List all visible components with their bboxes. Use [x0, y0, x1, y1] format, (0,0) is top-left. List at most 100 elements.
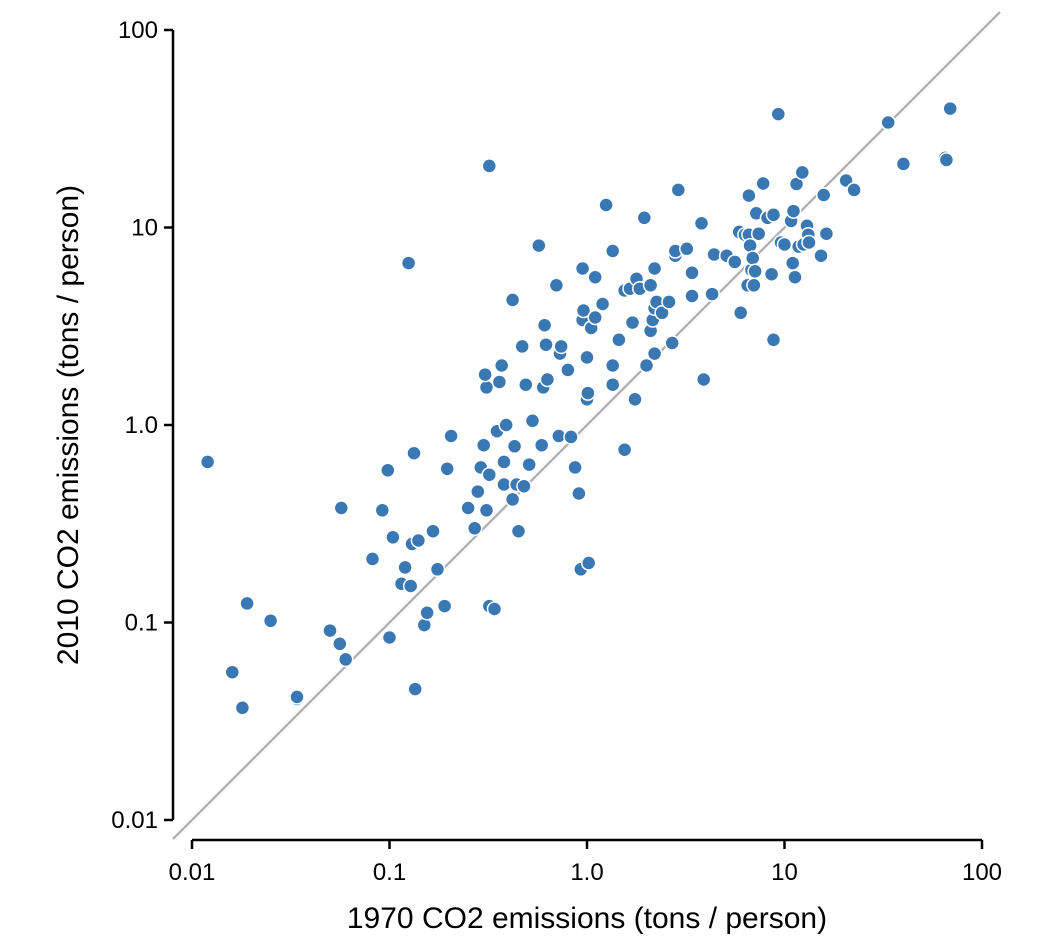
- data-point: [402, 578, 419, 594]
- data-point: [579, 349, 595, 366]
- data-point: [514, 338, 530, 355]
- y-tick-label: 0.1: [125, 610, 158, 637]
- data-point: [496, 454, 512, 470]
- data-point: [732, 305, 749, 321]
- data-point: [670, 182, 687, 198]
- data-point: [504, 491, 521, 508]
- data-point: [563, 429, 579, 445]
- data-point: [770, 106, 787, 122]
- data-point: [776, 236, 793, 253]
- data-point: [604, 357, 621, 374]
- data-point: [548, 277, 565, 294]
- data-point: [763, 266, 780, 282]
- y-tick-label: 1.0: [125, 412, 158, 439]
- data-point: [493, 357, 510, 374]
- data-point: [531, 237, 547, 254]
- data-point: [693, 215, 710, 232]
- data-point: [895, 156, 912, 172]
- data-point: [587, 309, 603, 326]
- data-point: [478, 502, 495, 519]
- data-point: [419, 605, 435, 621]
- data-point: [262, 613, 279, 629]
- data-point: [801, 234, 817, 251]
- data-point: [727, 254, 743, 270]
- x-tick-label: 0.01: [169, 859, 216, 886]
- data-point: [654, 305, 670, 321]
- y-tick-label: 0.01: [111, 807, 158, 834]
- data-point: [506, 438, 523, 455]
- data-point: [407, 681, 423, 697]
- data-point: [400, 255, 417, 271]
- data-point: [289, 689, 305, 705]
- data-point: [684, 288, 700, 304]
- data-point: [481, 466, 498, 483]
- data-point: [746, 277, 762, 294]
- data-point: [938, 152, 955, 168]
- data-point: [466, 520, 483, 537]
- data-point: [481, 158, 498, 174]
- data-point: [624, 314, 641, 331]
- x-axis-title: 1970 CO2 emissions (tons / person): [347, 902, 827, 935]
- data-point: [642, 277, 659, 294]
- data-point: [224, 664, 241, 680]
- data-point: [425, 523, 441, 539]
- x-tick-label: 1.0: [570, 859, 603, 886]
- x-tick-label: 10: [771, 859, 798, 886]
- data-point: [521, 456, 537, 473]
- data-point: [646, 260, 663, 277]
- data-point: [616, 441, 633, 458]
- data-point: [516, 478, 532, 494]
- data-point: [846, 182, 862, 198]
- data-point: [410, 532, 427, 549]
- data-point: [538, 336, 554, 353]
- data-point: [679, 241, 695, 257]
- y-tick-label: 100: [118, 17, 158, 44]
- data-point: [475, 437, 492, 453]
- data-point: [794, 164, 811, 181]
- data-point: [478, 379, 495, 396]
- data-point: [765, 332, 782, 348]
- data-point: [598, 197, 614, 213]
- data-point: [406, 445, 422, 461]
- data-point: [706, 246, 722, 263]
- data-point: [661, 294, 677, 310]
- data-point: [536, 317, 553, 333]
- y-tick-label: 10: [131, 215, 158, 242]
- data-point: [747, 263, 763, 280]
- data-point: [436, 598, 453, 614]
- data-point: [604, 243, 621, 259]
- data-point: [587, 269, 603, 285]
- data-point: [636, 210, 653, 226]
- data-point: [385, 529, 401, 546]
- data-point: [477, 366, 493, 383]
- data-point: [374, 502, 391, 519]
- data-point: [815, 187, 832, 203]
- data-point: [704, 286, 720, 302]
- data-point: [604, 376, 621, 393]
- data-point: [333, 500, 350, 516]
- data-point: [785, 203, 802, 219]
- data-point: [813, 247, 829, 264]
- data-point: [380, 462, 396, 479]
- data-point: [470, 483, 486, 500]
- data-point: [695, 371, 712, 388]
- data-point: [381, 629, 398, 646]
- data-point: [518, 376, 534, 393]
- data-point: [429, 561, 446, 578]
- data-point: [594, 296, 611, 312]
- x-axis-ticks: 0.01 0.1 1.0 10 100: [169, 840, 1002, 886]
- data-point: [560, 362, 576, 378]
- y-axis-title: 2010 CO2 emissions (tons / person): [52, 185, 85, 665]
- data-point: [741, 187, 757, 204]
- data-point: [234, 700, 251, 716]
- data-point: [765, 207, 782, 223]
- data-point: [646, 345, 663, 362]
- data-point: [567, 459, 583, 476]
- data-point: [784, 255, 801, 271]
- data-point: [439, 461, 455, 477]
- data-point: [510, 523, 527, 539]
- data-point: [491, 374, 508, 390]
- data-point: [580, 555, 597, 571]
- data-point: [744, 250, 761, 266]
- data-point: [750, 225, 767, 242]
